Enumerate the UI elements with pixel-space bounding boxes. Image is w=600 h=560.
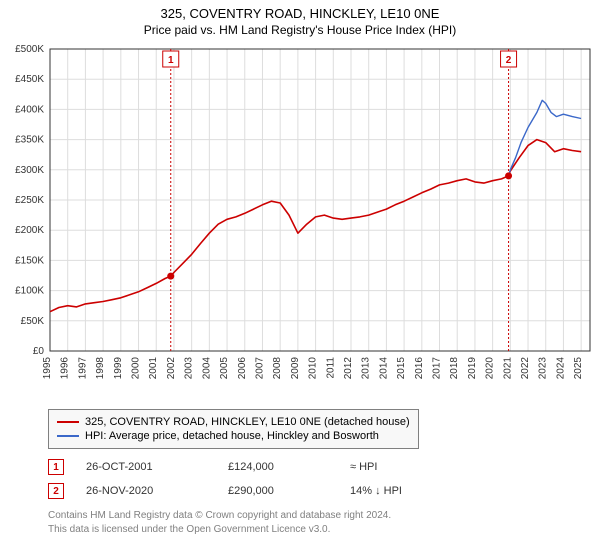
legend-item: 325, COVENTRY ROAD, HINCKLEY, LE10 0NE (… xyxy=(57,415,410,429)
transaction-date: 26-NOV-2020 xyxy=(86,485,206,497)
svg-text:£150K: £150K xyxy=(15,255,44,266)
svg-text:2011: 2011 xyxy=(325,357,336,379)
svg-text:2023: 2023 xyxy=(538,357,549,380)
svg-text:£100K: £100K xyxy=(15,286,44,297)
svg-text:2022: 2022 xyxy=(520,357,531,380)
svg-text:£250K: £250K xyxy=(15,195,44,206)
svg-text:2024: 2024 xyxy=(555,357,566,380)
svg-text:2017: 2017 xyxy=(432,357,443,380)
svg-text:£450K: £450K xyxy=(15,74,44,85)
svg-text:£200K: £200K xyxy=(15,225,44,236)
svg-text:2009: 2009 xyxy=(290,357,301,380)
svg-text:£350K: £350K xyxy=(15,135,44,146)
transaction-notes: 1 26-OCT-2001 £124,000 ≈ HPI 2 26-NOV-2020 £29… xyxy=(48,455,580,503)
svg-text:1997: 1997 xyxy=(77,357,88,380)
legend-box: 325, COVENTRY ROAD, HINCKLEY, LE10 0NE (… xyxy=(48,409,419,449)
legend-label: HPI: Average price, detached house, Hinc… xyxy=(85,430,379,442)
transaction-delta: ≈ HPI xyxy=(350,461,377,473)
svg-text:2018: 2018 xyxy=(449,357,460,380)
price-chart-container: { "title": "325, COVENTRY ROAD, HINCKLEY… xyxy=(0,0,600,536)
svg-text:2021: 2021 xyxy=(502,357,513,380)
svg-text:2003: 2003 xyxy=(184,357,195,380)
line-chart-svg: £0 £50K £100K £150K £200K £250K £300K £350K £400… xyxy=(0,41,600,401)
svg-text:£0: £0 xyxy=(33,346,45,357)
legend-swatch xyxy=(57,421,79,423)
legend-swatch xyxy=(57,435,79,437)
svg-text:2010: 2010 xyxy=(308,357,319,380)
svg-text:1998: 1998 xyxy=(95,357,106,380)
svg-text:2016: 2016 xyxy=(414,357,425,380)
svg-text:2001: 2001 xyxy=(148,357,159,380)
transaction-date: 26-OCT-2001 xyxy=(86,461,206,473)
transaction-price: £124,000 xyxy=(228,461,328,473)
svg-text:1: 1 xyxy=(168,55,174,66)
svg-text:£400K: £400K xyxy=(15,104,44,115)
footer-line-2: This data is licensed under the Open Gov… xyxy=(48,523,580,537)
transaction-badge: 2 xyxy=(48,483,64,499)
svg-text:2013: 2013 xyxy=(361,357,372,380)
svg-text:2004: 2004 xyxy=(201,357,212,380)
svg-text:£50K: £50K xyxy=(21,316,45,327)
svg-text:£300K: £300K xyxy=(15,165,44,176)
legend-label: 325, COVENTRY ROAD, HINCKLEY, LE10 0NE (… xyxy=(85,416,410,428)
transaction-row: 1 26-OCT-2001 £124,000 ≈ HPI xyxy=(48,455,580,479)
transaction-row: 2 26-NOV-2020 £290,000 14% ↓ HPI xyxy=(48,479,580,503)
svg-text:2012: 2012 xyxy=(343,357,354,380)
transaction-price: £290,000 xyxy=(228,485,328,497)
svg-text:1996: 1996 xyxy=(60,357,71,380)
legend-item: HPI: Average price, detached house, Hinc… xyxy=(57,429,410,443)
transaction-badge: 1 xyxy=(48,459,64,475)
svg-text:2014: 2014 xyxy=(378,357,389,380)
chart-area: £0 £50K £100K £150K £200K £250K £300K £350K £400… xyxy=(0,41,600,401)
svg-text:2019: 2019 xyxy=(467,357,478,380)
svg-text:2025: 2025 xyxy=(573,357,584,380)
svg-text:2020: 2020 xyxy=(485,357,496,380)
svg-text:1995: 1995 xyxy=(42,357,53,380)
chart-title: 325, COVENTRY ROAD, HINCKLEY, LE10 0NE xyxy=(0,0,600,21)
svg-text:1999: 1999 xyxy=(113,357,124,380)
svg-text:2008: 2008 xyxy=(272,357,283,380)
svg-text:2000: 2000 xyxy=(131,357,142,380)
svg-text:2005: 2005 xyxy=(219,357,230,380)
svg-text:2015: 2015 xyxy=(396,357,407,380)
svg-text:2: 2 xyxy=(506,55,512,66)
footer-attribution: Contains HM Land Registry data © Crown c… xyxy=(48,509,580,536)
svg-text:2007: 2007 xyxy=(254,357,265,380)
svg-text:2002: 2002 xyxy=(166,357,177,380)
svg-text:2006: 2006 xyxy=(237,357,248,380)
footer-line-1: Contains HM Land Registry data © Crown c… xyxy=(48,509,580,523)
chart-subtitle: Price paid vs. HM Land Registry's House … xyxy=(0,21,600,41)
svg-text:£500K: £500K xyxy=(15,44,44,55)
transaction-delta: 14% ↓ HPI xyxy=(350,485,402,497)
